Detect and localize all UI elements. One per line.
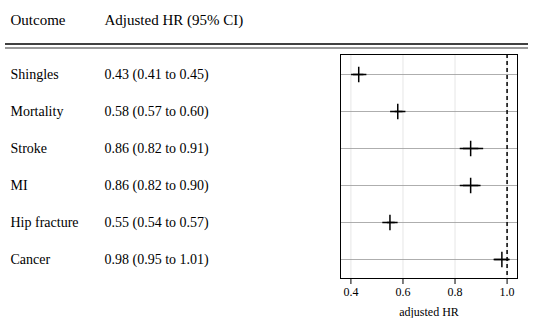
- svg-text:0.43 (0.41 to 0.45): 0.43 (0.41 to 0.45): [105, 67, 210, 83]
- svg-text:0.58 (0.57 to 0.60): 0.58 (0.57 to 0.60): [105, 104, 210, 120]
- svg-text:Outcome: Outcome: [11, 12, 66, 28]
- svg-text:0.55 (0.54 to 0.57): 0.55 (0.54 to 0.57): [105, 215, 210, 231]
- svg-text:0.86 (0.82 to 0.91): 0.86 (0.82 to 0.91): [105, 141, 210, 157]
- svg-text:Stroke: Stroke: [11, 141, 48, 156]
- svg-text:0.86 (0.82 to 0.90): 0.86 (0.82 to 0.90): [105, 178, 210, 194]
- svg-text:Shingles: Shingles: [11, 67, 59, 82]
- svg-text:Adjusted HR (95% CI): Adjusted HR (95% CI): [105, 12, 244, 29]
- svg-text:0.98 (0.95 to 1.01): 0.98 (0.95 to 1.01): [105, 252, 210, 268]
- svg-text:0.6: 0.6: [395, 285, 410, 299]
- svg-text:Mortality: Mortality: [11, 104, 64, 119]
- svg-text:1.0: 1.0: [500, 285, 515, 299]
- svg-text:0.8: 0.8: [448, 285, 463, 299]
- svg-text:0.4: 0.4: [343, 285, 358, 299]
- svg-text:Hip fracture: Hip fracture: [11, 215, 79, 230]
- svg-text:Cancer: Cancer: [11, 252, 51, 267]
- svg-text:adjusted HR: adjusted HR: [399, 305, 459, 318]
- svg-text:MI: MI: [11, 178, 28, 193]
